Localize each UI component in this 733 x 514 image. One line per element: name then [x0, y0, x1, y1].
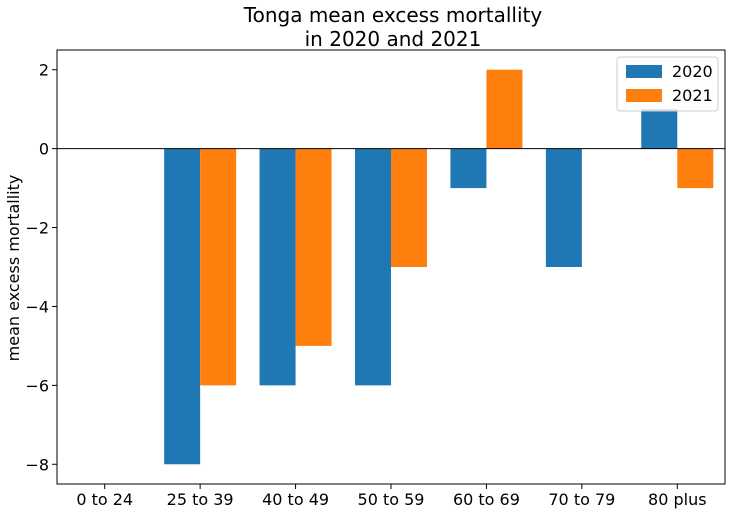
x-axis-ticks: 0 to 24 25 to 39 40 to 49 50 to 59 60 to 69 7… — [76, 484, 707, 509]
y-tick-label: 2 — [39, 61, 49, 80]
legend-swatch-2020 — [626, 65, 662, 78]
x-tick-label: 40 to 49 — [262, 490, 329, 509]
legend-label-2020: 2020 — [672, 62, 713, 81]
bar-2021-4 — [486, 69, 523, 149]
legend-label-2021: 2021 — [672, 86, 713, 105]
bars-group — [164, 69, 714, 465]
x-tick-label: 50 to 59 — [358, 490, 425, 509]
bar-2020-6 — [641, 109, 678, 149]
chart-title-line-2: in 2020 and 2021 — [305, 27, 482, 51]
bar-2020-1 — [164, 148, 201, 465]
bar-2020-2 — [259, 148, 296, 386]
bar-2021-6 — [677, 148, 714, 189]
bar-2020-5 — [545, 148, 582, 267]
bar-2021-2 — [295, 148, 332, 346]
legend-swatch-2021 — [626, 89, 662, 102]
y-axis-label: mean excess mortallity — [4, 175, 23, 362]
x-tick-label: 60 to 69 — [453, 490, 520, 509]
y-tick-label: −6 — [25, 376, 49, 395]
y-tick-label: −8 — [25, 455, 49, 474]
x-tick-label: 25 to 39 — [167, 490, 234, 509]
y-tick-label: −2 — [25, 219, 49, 238]
y-tick-label: −4 — [25, 297, 49, 316]
x-tick-label: 0 to 24 — [76, 490, 133, 509]
legend: 2020 2021 — [616, 56, 719, 112]
x-tick-label: 80 plus — [648, 490, 707, 509]
bar-2020-3 — [355, 148, 391, 386]
chart-title-line-1: Tonga mean excess mortallity — [243, 3, 543, 27]
x-tick-label: 70 to 79 — [548, 490, 615, 509]
bar-2021-3 — [391, 148, 427, 267]
bar-2021-1 — [200, 148, 237, 386]
y-axis-ticks: 2 0 −2 −4 −6 −8 — [25, 61, 57, 474]
bar-2020-4 — [450, 148, 487, 189]
y-tick-label: 0 — [39, 140, 49, 159]
